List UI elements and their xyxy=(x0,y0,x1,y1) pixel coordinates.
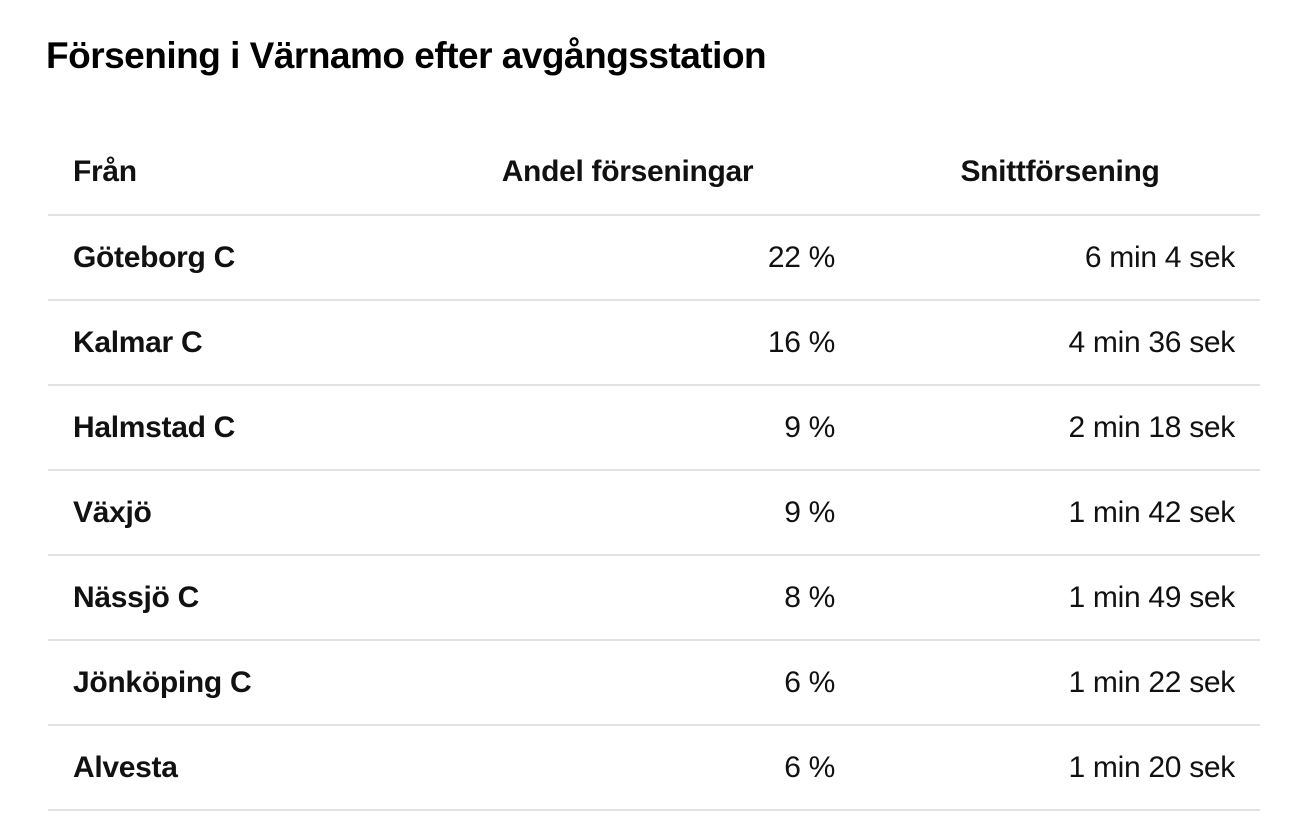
avg-delay-cell: 1 min 49 sek xyxy=(860,555,1260,641)
share-cell: 9 % xyxy=(395,470,860,556)
avg-delay-cell: 1 min 20 sek xyxy=(860,725,1260,811)
station-cell: Halmstad C xyxy=(48,385,395,471)
station-cell: Kalmar C xyxy=(48,300,395,386)
station-cell: Alvesta xyxy=(48,725,395,811)
station-cell: Jönköping C xyxy=(48,640,395,726)
header-row: Från Andel förseningar Snittförsening xyxy=(48,130,1260,216)
delay-table: Från Andel förseningar Snittförsening Gö… xyxy=(48,130,1260,811)
share-cell: 6 % xyxy=(395,640,860,726)
table-row: Jönköping C 6 % 1 min 22 sek xyxy=(48,640,1260,726)
table-row: Halmstad C 9 % 2 min 18 sek xyxy=(48,385,1260,471)
share-cell: 16 % xyxy=(395,300,860,386)
avg-delay-cell: 4 min 36 sek xyxy=(860,300,1260,386)
avg-delay-cell: 1 min 22 sek xyxy=(860,640,1260,726)
column-header-avg-delay: Snittförsening xyxy=(860,130,1260,216)
share-cell: 9 % xyxy=(395,385,860,471)
avg-delay-cell: 6 min 4 sek xyxy=(860,215,1260,301)
table-row: Göteborg C 22 % 6 min 4 sek xyxy=(48,215,1260,301)
column-header-share: Andel förseningar xyxy=(395,130,860,216)
share-cell: 8 % xyxy=(395,555,860,641)
table-row: Nässjö C 8 % 1 min 49 sek xyxy=(48,555,1260,641)
share-cell: 22 % xyxy=(395,215,860,301)
table-row: Växjö 9 % 1 min 42 sek xyxy=(48,470,1260,556)
avg-delay-cell: 1 min 42 sek xyxy=(860,470,1260,556)
table-header: Från Andel förseningar Snittförsening xyxy=(48,130,1260,216)
table-row: Kalmar C 16 % 4 min 36 sek xyxy=(48,300,1260,386)
share-cell: 6 % xyxy=(395,725,860,811)
station-cell: Göteborg C xyxy=(48,215,395,301)
avg-delay-cell: 2 min 18 sek xyxy=(860,385,1260,471)
station-cell: Nässjö C xyxy=(48,555,395,641)
column-header-from: Från xyxy=(48,130,395,216)
page-title: Försening i Värnamo efter avgångsstation xyxy=(46,35,767,76)
table-row: Alvesta 6 % 1 min 20 sek xyxy=(48,725,1260,811)
table-body: Göteborg C 22 % 6 min 4 sek Kalmar C 16 … xyxy=(48,215,1260,811)
station-cell: Växjö xyxy=(48,470,395,556)
